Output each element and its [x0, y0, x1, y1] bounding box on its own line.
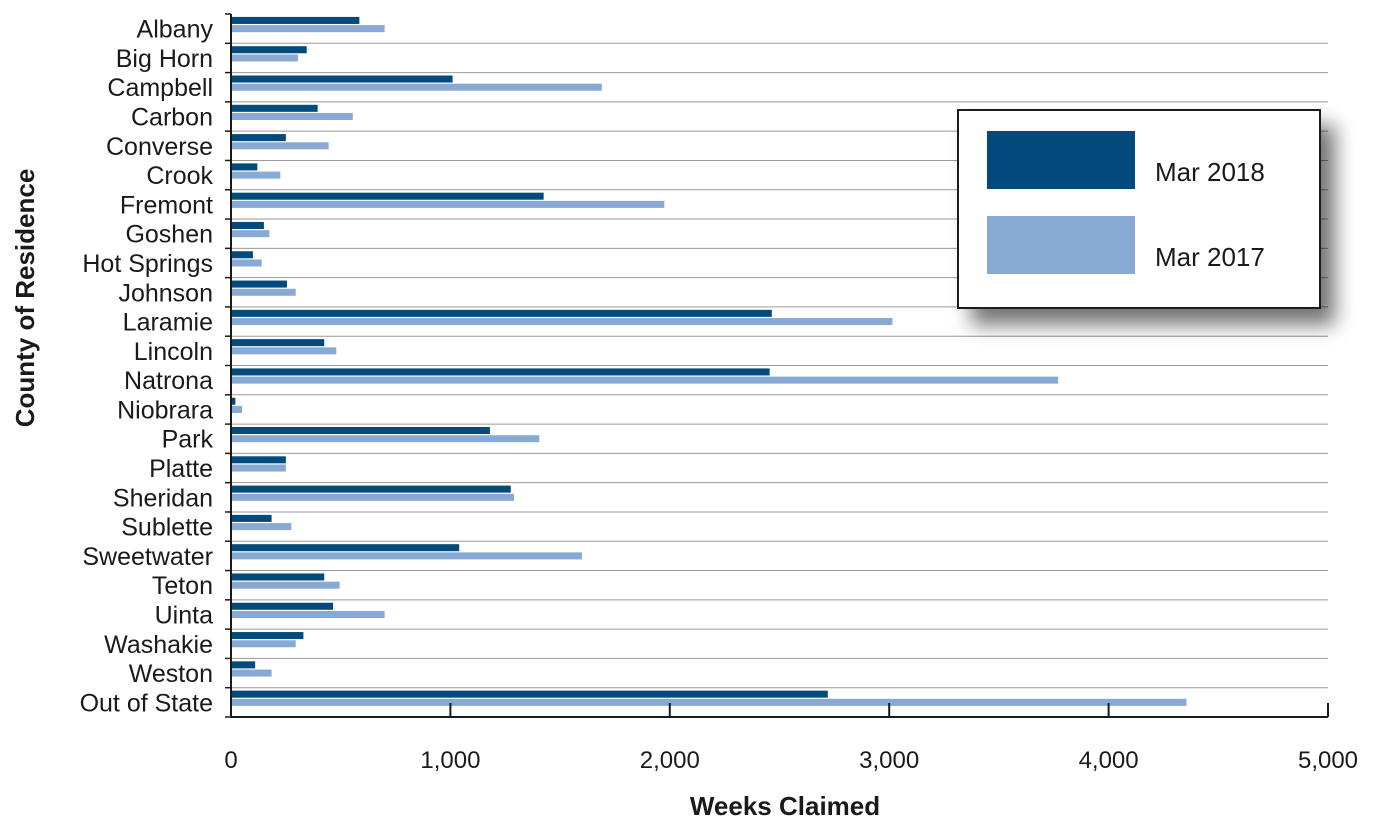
x-tick-label: 4,000 — [1079, 747, 1139, 774]
x-tick-label: 0 — [224, 747, 237, 774]
x-tick-label: 5,000 — [1298, 747, 1358, 774]
bar-sublette-mar-2017 — [231, 523, 292, 531]
bar-weston-mar-2017 — [231, 669, 272, 677]
category-label-platte: Platte — [149, 455, 213, 483]
bar-fremont-mar-2018 — [231, 192, 544, 200]
category-label-johnson: Johnson — [118, 279, 213, 307]
category-label-carbon: Carbon — [131, 104, 213, 132]
bar-teton-mar-2017 — [231, 581, 340, 589]
bar-converse-mar-2017 — [231, 142, 329, 150]
legend: Mar 2018 Mar 2017 — [957, 109, 1321, 309]
category-label-fremont: Fremont — [120, 191, 213, 219]
bar-campbell-mar-2018 — [231, 75, 453, 83]
category-label-niobrara: Niobrara — [117, 396, 213, 424]
bar-converse-mar-2018 — [231, 134, 286, 142]
bar-hot-springs-mar-2017 — [231, 259, 262, 267]
bar-carbon-mar-2018 — [231, 104, 318, 112]
category-label-campbell: Campbell — [107, 74, 213, 102]
category-label-out-of-state: Out of State — [80, 689, 213, 717]
category-label-goshen: Goshen — [125, 221, 213, 249]
bar-sheridan-mar-2018 — [231, 485, 511, 493]
bar-hot-springs-mar-2018 — [231, 251, 253, 259]
bar-goshen-mar-2018 — [231, 221, 264, 230]
y-axis-title: County of Residence — [10, 169, 40, 428]
bar-sublette-mar-2018 — [231, 514, 272, 522]
bar-lincoln-mar-2018 — [231, 339, 325, 347]
gridlines — [231, 42, 1328, 689]
category-label-sheridan: Sheridan — [113, 484, 213, 512]
bar-goshen-mar-2017 — [231, 230, 270, 238]
bar-natrona-mar-2018 — [231, 368, 770, 376]
bar-johnson-mar-2018 — [231, 280, 287, 288]
category-label-hot-springs: Hot Springs — [82, 250, 213, 278]
category-label-laramie: Laramie — [123, 309, 213, 337]
bar-weston-mar-2018 — [231, 661, 256, 669]
bar-out-of-state-mar-2017 — [231, 698, 1187, 706]
bar-washakie-mar-2017 — [231, 640, 296, 648]
category-label-converse: Converse — [106, 133, 213, 161]
bar-platte-mar-2017 — [231, 464, 286, 472]
x-tick-labels: 0 1,000 2,000 3,000 4,000 5,000 — [224, 747, 1358, 774]
bar-park-mar-2018 — [231, 427, 490, 435]
category-label-crook: Crook — [146, 162, 213, 190]
legend-swatch-mar-2017 — [987, 216, 1135, 274]
category-label-weston: Weston — [129, 660, 213, 688]
bar-platte-mar-2018 — [231, 456, 286, 464]
bar-washakie-mar-2018 — [231, 632, 304, 640]
category-label-sublette: Sublette — [121, 514, 213, 542]
bar-sweetwater-mar-2018 — [231, 544, 460, 552]
x-axis-title: Weeks Claimed — [690, 791, 880, 821]
category-label-sweetwater: Sweetwater — [82, 543, 213, 571]
axes — [225, 13, 1329, 718]
x-tick-label: 1,000 — [420, 747, 480, 774]
category-label-park: Park — [162, 426, 214, 454]
bar-albany-mar-2018 — [231, 16, 360, 24]
bar-crook-mar-2017 — [231, 171, 281, 179]
bar-sheridan-mar-2017 — [231, 493, 515, 501]
category-label-big-horn: Big Horn — [116, 45, 213, 73]
category-label-washakie: Washakie — [104, 631, 213, 659]
bar-big-horn-mar-2017 — [231, 54, 298, 62]
legend-label-mar-2017: Mar 2017 — [1155, 242, 1265, 272]
category-label-uinta: Uinta — [155, 601, 213, 629]
x-tick-label: 2,000 — [640, 747, 700, 774]
bar-big-horn-mar-2018 — [231, 46, 307, 54]
legend-label-mar-2018: Mar 2018 — [1155, 157, 1265, 187]
bar-albany-mar-2017 — [231, 25, 385, 33]
bar-crook-mar-2018 — [231, 163, 258, 171]
bar-out-of-state-mar-2018 — [231, 690, 828, 698]
bar-laramie-mar-2018 — [231, 309, 772, 317]
category-label-natrona: Natrona — [124, 367, 213, 395]
x-tick-label: 3,000 — [859, 747, 919, 774]
bar-fremont-mar-2017 — [231, 200, 665, 208]
bar-lincoln-mar-2017 — [231, 347, 337, 355]
bar-niobrara-mar-2017 — [231, 405, 242, 413]
bar-uinta-mar-2017 — [231, 610, 385, 618]
bars — [231, 16, 1187, 706]
bar-laramie-mar-2017 — [231, 318, 893, 326]
bar-teton-mar-2018 — [231, 573, 325, 581]
bar-natrona-mar-2017 — [231, 376, 1059, 384]
category-label-teton: Teton — [152, 572, 213, 600]
bar-sweetwater-mar-2017 — [231, 552, 583, 560]
category-label-lincoln: Lincoln — [134, 338, 213, 366]
bar-park-mar-2017 — [231, 435, 540, 443]
bar-campbell-mar-2017 — [231, 83, 602, 91]
bar-carbon-mar-2017 — [231, 113, 353, 121]
category-label-albany: Albany — [137, 16, 214, 44]
legend-swatch-mar-2018 — [987, 131, 1135, 189]
bar-uinta-mar-2018 — [231, 602, 334, 610]
bar-johnson-mar-2017 — [231, 288, 296, 296]
bar-niobrara-mar-2018 — [231, 397, 236, 405]
